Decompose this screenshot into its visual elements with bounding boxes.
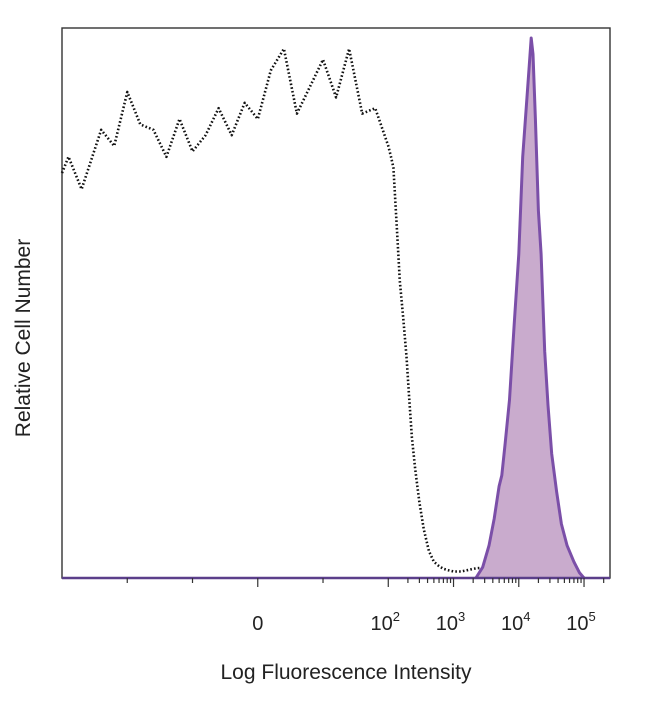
x-axis-ticks: 0 102 103 104 105 xyxy=(126,578,605,635)
series-2-line xyxy=(474,36,586,579)
series-2-area xyxy=(475,38,584,578)
x-tick-label: 105 xyxy=(566,609,595,635)
x-tick-label: 103 xyxy=(436,609,465,635)
x-axis-title: Log Fluorescence Intensity xyxy=(221,661,472,684)
x-tick-label: 102 xyxy=(371,609,400,635)
series-layer xyxy=(60,36,586,579)
series-1-line xyxy=(60,47,491,579)
x-tick-label: 0 xyxy=(252,613,263,635)
y-axis-title: Relative Cell Number xyxy=(12,239,35,437)
x-tick-label: 104 xyxy=(501,609,530,635)
